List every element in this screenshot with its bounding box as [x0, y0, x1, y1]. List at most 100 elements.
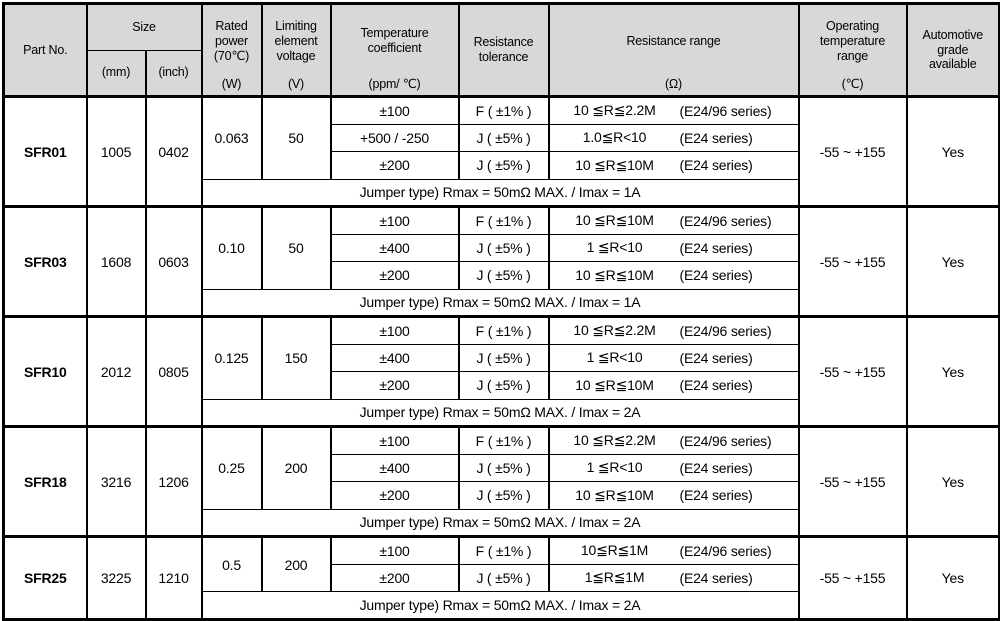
part-no-cell: SFR03: [2, 205, 88, 317]
size-mm-cell: 1608: [85, 205, 147, 317]
header-resistance-range-unit: (Ω): [664, 77, 683, 92]
header-limiting-voltage: Limiting element voltage (V): [260, 3, 332, 97]
tolerance-cell: J ( ±5% ): [457, 453, 550, 482]
series-label: (E24 series): [679, 487, 753, 504]
tolerance-cell: F ( ±1% ): [457, 315, 550, 345]
range-value: 10 ≦R≦2.2M: [573, 102, 656, 119]
temp-coeff-cell: ±400: [329, 343, 460, 372]
tolerance-cell: J ( ±5% ): [457, 371, 550, 400]
header-limiting-voltage-unit: (V): [287, 77, 305, 92]
header-operating-temp-label: Operating temperature range: [819, 19, 886, 63]
table-row: ±400 J ( ±5% ) 1 ≦R<10 (E24 series): [4, 233, 1000, 262]
range-value: 1.0≦R<10: [582, 129, 647, 146]
jumper-note-cell: Jumper type) Rmax = 50mΩ MAX. / Imax = 2…: [200, 508, 800, 537]
resistance-range-cell: 10≦R≦1M (E24/96 series): [547, 535, 800, 565]
resistance-range-cell: 10 ≦R≦2.2M (E24/96 series): [547, 315, 800, 345]
jumper-row: Jumper type) Rmax = 50mΩ MAX. / Imax = 2…: [4, 508, 1000, 537]
tolerance-cell: F ( ±1% ): [457, 535, 550, 565]
rated-power-cell: 0.063: [200, 95, 263, 180]
limiting-voltage-cell: 200: [260, 535, 332, 592]
tolerance-cell: J ( ±5% ): [457, 233, 550, 262]
rated-power-cell: 0.5: [200, 535, 263, 592]
range-value: 1 ≦R<10: [586, 239, 643, 256]
header-resistance-range: Resistance range (Ω): [547, 3, 800, 97]
range-value: 10 ≦R≦2.2M: [573, 322, 656, 339]
header-limiting-voltage-label: Limiting element voltage: [274, 19, 318, 63]
part-no-cell: SFR10: [2, 315, 88, 427]
range-value: 10 ≦R≦10M: [575, 266, 654, 283]
limiting-voltage-cell: 150: [260, 315, 332, 400]
range-value: 1 ≦R<10: [586, 349, 643, 366]
jumper-note-cell: Jumper type) Rmax = 50mΩ MAX. / Imax = 1…: [200, 288, 800, 317]
header-part-no: Part No.: [2, 3, 88, 97]
series-label: (E24 series): [679, 157, 753, 174]
temp-coeff-cell: ±400: [329, 233, 460, 262]
series-label: (E24/96 series): [679, 432, 772, 449]
series-label: (E24/96 series): [679, 542, 772, 559]
part-no-cell: SFR25: [2, 535, 88, 620]
temp-coeff-cell: ±100: [329, 205, 460, 235]
automotive-cell: Yes: [905, 535, 1000, 620]
op-temp-cell: -55 ~ +155: [797, 535, 908, 620]
header-operating-temp: Operating temperature range (℃): [797, 3, 908, 97]
part-no-cell: SFR01: [2, 95, 88, 207]
temp-coeff-cell: ±200: [329, 261, 460, 290]
header-operating-temp-unit: (℃): [841, 77, 864, 92]
header-size-mm: (mm): [85, 49, 147, 97]
limiting-voltage-cell: 200: [260, 425, 332, 510]
resistance-range-cell: 10 ≦R≦10M (E24 series): [547, 261, 800, 290]
range-value: 1≦R≦1M: [584, 569, 645, 586]
header-automotive-grade: Automotive grade available: [905, 3, 1000, 97]
tolerance-cell: J ( ±5% ): [457, 343, 550, 372]
range-value: 10 ≦R≦10M: [575, 486, 654, 503]
automotive-cell: Yes: [905, 95, 1000, 207]
header-temp-coefficient-unit: (ppm/ ℃): [368, 77, 421, 92]
size-inch-cell: 0402: [144, 95, 203, 207]
resistance-range-cell: 10 ≦R≦10M (E24 series): [547, 151, 800, 180]
tolerance-cell: F ( ±1% ): [457, 205, 550, 235]
tolerance-cell: F ( ±1% ): [457, 95, 550, 125]
table-row: +500 / -250 J ( ±5% ) 1.0≦R<10 (E24 serie…: [4, 123, 1000, 152]
automotive-cell: Yes: [905, 425, 1000, 537]
header-rated-power-label: Rated power (70℃): [213, 19, 250, 63]
op-temp-cell: -55 ~ +155: [797, 425, 908, 537]
header-size: Size: [85, 3, 203, 51]
header-temp-coefficient-label: Temperature coefficient: [360, 26, 429, 56]
temp-coeff-cell: ±100: [329, 425, 460, 455]
resistance-range-cell: 1 ≦R<10 (E24 series): [547, 453, 800, 482]
jumper-note-cell: Jumper type) Rmax = 50mΩ MAX. / Imax = 2…: [200, 591, 800, 620]
size-inch-cell: 1206: [144, 425, 203, 537]
tolerance-cell: F ( ±1% ): [457, 425, 550, 455]
temp-coeff-cell: +500 / -250: [329, 123, 460, 152]
tolerance-cell: J ( ±5% ): [457, 563, 550, 592]
temp-coeff-cell: ±200: [329, 481, 460, 510]
table-row: SFR18 3216 1206 0.25 200 ±100 F ( ±1% ) …: [2, 425, 1000, 537]
rated-power-cell: 0.10: [200, 205, 263, 290]
table-row: SFR25 3225 1210 0.5 200 ±100 F ( ±1% ) 1…: [2, 535, 1000, 620]
header-rated-power: Rated power (70℃) (W): [200, 3, 263, 97]
jumper-row: Jumper type) Rmax = 50mΩ MAX. / Imax = 2…: [4, 591, 1000, 620]
series-label: (E24/96 series): [679, 322, 772, 339]
op-temp-cell: -55 ~ +155: [797, 95, 908, 207]
temp-coeff-cell: ±200: [329, 563, 460, 592]
temp-coeff-cell: ±100: [329, 315, 460, 345]
header-resistance-range-label: Resistance range: [626, 33, 721, 48]
tolerance-cell: J ( ±5% ): [457, 261, 550, 290]
series-label: (E24/96 series): [679, 212, 772, 229]
resistance-range-cell: 1.0≦R<10 (E24 series): [547, 123, 800, 152]
part-no-cell: SFR18: [2, 425, 88, 537]
resistance-range-cell: 10 ≦R≦10M (E24/96 series): [547, 205, 800, 235]
range-value: 10 ≦R≦10M: [575, 156, 654, 173]
size-inch-cell: 1210: [144, 535, 203, 620]
rated-power-cell: 0.25: [200, 425, 263, 510]
temp-coeff-cell: ±100: [329, 95, 460, 125]
resistance-range-cell: 10 ≦R≦2.2M (E24/96 series): [547, 425, 800, 455]
table-row: ±200 J ( ±5% ) 1≦R≦1M (E24 series): [4, 563, 1000, 592]
op-temp-cell: -55 ~ +155: [797, 315, 908, 427]
header-temp-coefficient: Temperature coefficient (ppm/ ℃): [329, 3, 460, 97]
series-label: (E24 series): [679, 569, 753, 586]
series-label: (E24 series): [679, 349, 753, 366]
table-row: ±400 J ( ±5% ) 1 ≦R<10 (E24 series): [4, 453, 1000, 482]
header-rated-power-unit: (W): [221, 77, 242, 92]
